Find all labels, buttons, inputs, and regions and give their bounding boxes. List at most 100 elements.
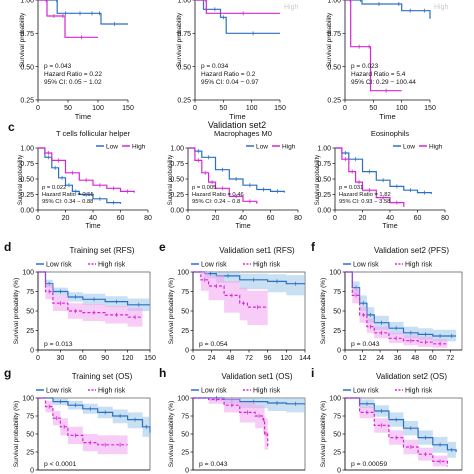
x-tick-label: 60 [429,355,437,362]
y-tick-label: 0 [30,348,34,355]
x-tick-label: 0 [36,215,40,222]
legend-label-low: Low [256,144,268,151]
y-tick-label: 0.75 [170,161,184,168]
legend-label-high: High [132,144,146,151]
x-tick-label: 0 [193,105,197,112]
legend-label-low: Low [106,144,118,151]
y-tick-label: 0 [30,468,34,474]
hazard-ratio: Hazard Ratio = 0.22 [44,71,102,78]
hazard-ratio: Hazard Ratio = 0.46 [192,192,244,198]
y-tick-label: 1.00 [177,0,191,5]
panel-title: Validation set1 (OS) [222,372,293,381]
y-tick-label: 0.25 [170,192,184,199]
survival-curve-low-risk [38,397,151,433]
x-tick-label: 0 [36,105,40,112]
y-axis-title: Survival probability [18,155,24,205]
hazard-ratio: Hazard Ratio = 1.82 [339,192,391,198]
x-axis-title: Time [85,223,100,230]
y-tick-label: 0 [337,348,341,355]
confidence-band-low-risk [345,398,457,460]
x-tick-label: 0 [186,215,190,222]
y-tick-label: 1.00 [20,146,34,153]
x-tick-label: 0 [333,215,337,222]
hazard-ratio: Hazard Ratio = 0.55 [42,192,94,198]
x-tick-label: 0 [343,355,347,362]
y-tick-label: 0.50 [327,64,341,71]
y-tick-label: 0.50 [317,177,331,184]
y-tick-label: 75 [26,289,34,296]
y-tick-label: 100 [177,270,189,277]
x-tick-label: 40 [239,215,247,222]
hazard-ratio: Hazard Ratio = 0.2 [201,71,256,78]
panel-title: T cells follicular helper [56,129,131,138]
y-axis-title: Survival probability [19,12,26,67]
y-tick-label: 1.00 [317,146,331,153]
y-tick-label: 50 [26,432,34,439]
y-tick-label: 100 [177,396,189,403]
x-axis-title: Time [75,112,91,121]
x-tick-label: 120 [280,355,292,362]
y-tick-label: 100 [22,270,34,277]
p-value: p = 0.043 [351,341,380,348]
x-tick-label: 20 [62,215,70,222]
x-tick-label: 80 [441,215,449,222]
y-tick-label: 0.00 [317,208,331,215]
legend-label-low-risk: Low risk [46,262,72,269]
y-tick-label: 25 [333,450,341,457]
confidence-band-low-risk [38,398,150,445]
y-tick-label: 0.50 [170,177,184,184]
y-tick-label: 0.25 [317,192,331,199]
x-tick-label: 0 [36,355,40,362]
y-tick-label: 0.50 [177,64,191,71]
y-tick-label: 0.50 [20,64,34,71]
y-axis-title: Survival probability [326,12,333,67]
legend-label-high-risk: High risk [405,388,433,395]
legend-label-low-risk: Low risk [46,388,72,395]
legend-label-high-risk: High risk [98,388,126,395]
panel-title: Eosinophils [371,129,410,138]
legend-label: High [284,4,299,11]
y-axis-title: Survival probability (%) [13,401,20,467]
p-value: p = 0.022 [42,185,66,191]
survival-curve-blue [38,0,128,25]
survival-curve-magenta [38,0,98,38]
y-axis-title: Survival probability (%) [168,401,175,467]
confidence-interval: 95% CI: 0.24 − 0.8 [192,199,240,205]
y-tick-label: 0.00 [20,208,34,215]
y-tick-label: 1.00 [170,146,184,153]
legend-label-high: High [429,144,443,151]
p-value: p = 0.043 [44,63,72,70]
x-tick-label: 20 [359,215,367,222]
p-value: p = 0.054 [199,341,228,348]
y-tick-label: 50 [181,309,189,316]
y-tick-label: 100 [22,396,34,403]
x-tick-label: 100 [396,105,408,112]
y-axis-title: Survival probability (%) [168,278,175,344]
y-tick-label: 1.00 [327,0,341,5]
x-tick-label: 60 [414,215,422,222]
y-tick-label: 75 [181,414,189,421]
x-axis-title: Time [229,112,245,121]
x-tick-label: 60 [117,215,125,222]
y-tick-label: 0.75 [20,31,34,38]
y-tick-label: 25 [181,450,189,457]
figure-title: Validation set2 [208,120,266,130]
x-axis-title: Time [382,223,397,230]
panel-title: Validation set1 (RFS) [219,246,295,255]
y-tick-label: 0.25 [327,98,341,105]
survival-curve-high-risk [193,271,268,308]
x-tick-label: 50 [64,105,72,112]
x-tick-label: 60 [79,355,87,362]
panel-title: Macrophages M0 [214,129,272,138]
y-axis-title: Survival probability (%) [320,401,327,467]
y-tick-label: 75 [181,289,189,296]
p-value: p = 0.031 [339,185,363,191]
y-tick-label: 0.75 [327,31,341,38]
y-tick-label: 0.25 [20,192,34,199]
y-tick-label: 50 [333,309,341,316]
y-tick-label: 0 [185,348,189,355]
x-tick-label: 96 [264,355,272,362]
y-tick-label: 0 [185,468,189,474]
x-tick-label: 120 [122,355,134,362]
y-tick-label: 100 [329,270,341,277]
